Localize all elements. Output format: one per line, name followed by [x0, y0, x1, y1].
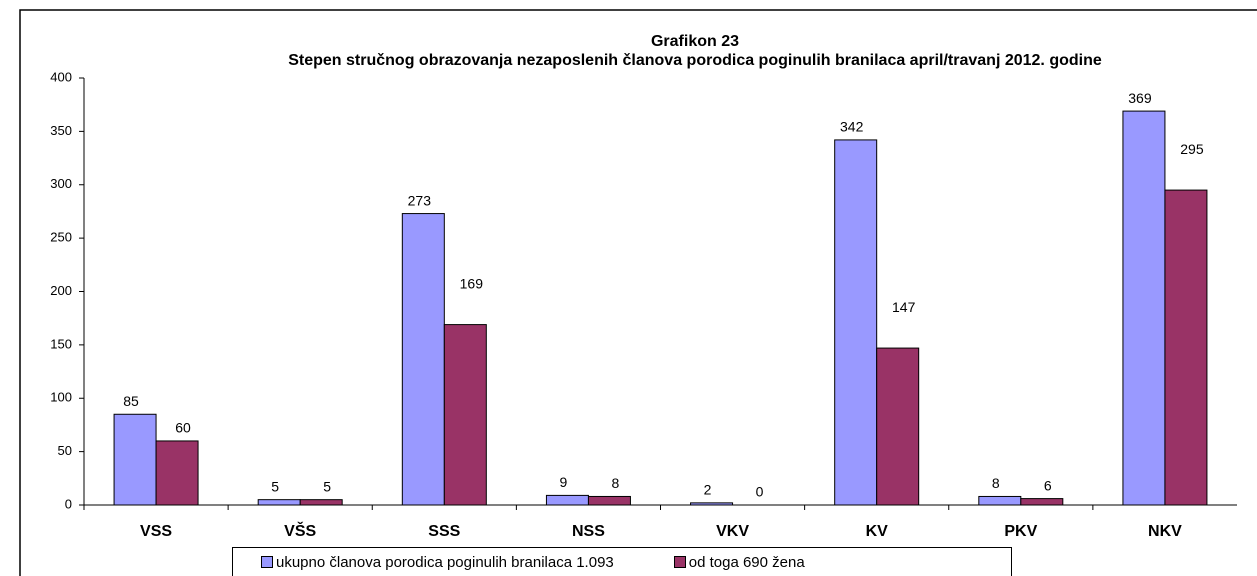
value-label: 0	[756, 484, 764, 500]
y-tick-label: 100	[50, 390, 72, 405]
bar	[257, 499, 301, 506]
y-tick-label: 400	[50, 69, 72, 84]
x-tick-label: VSS	[140, 523, 172, 540]
y-tick-label: 50	[58, 443, 72, 458]
bar	[978, 495, 1022, 506]
bar	[1164, 189, 1208, 506]
value-label: 9	[560, 474, 568, 490]
value-label: 295	[1180, 141, 1204, 157]
legend-label: ukupno članova porodica poginulih branil…	[276, 553, 614, 571]
bar	[155, 440, 199, 506]
chart-title: Grafikon 23	[650, 33, 740, 50]
bar	[690, 502, 734, 506]
bar	[443, 324, 487, 506]
chart-subtitle: Stepen stručnog obrazovanja nezaposlenih…	[288, 52, 1102, 69]
bar	[401, 213, 445, 506]
x-tick-label: VŠS	[284, 521, 316, 540]
value-label: 273	[408, 192, 432, 208]
value-label: 5	[323, 478, 331, 494]
value-label: 2	[704, 482, 712, 498]
y-tick-label: 200	[50, 283, 72, 298]
bar	[876, 347, 920, 506]
value-label: 6	[1044, 477, 1052, 493]
value-label: 147	[892, 299, 916, 315]
value-label: 369	[1128, 90, 1152, 106]
y-tick-label: 250	[50, 230, 72, 245]
legend-label: od toga 690 žena	[688, 553, 805, 571]
titles: Grafikon 23 Stepen stručnog obrazovanja …	[170, 32, 1220, 70]
y-tick-label: 0	[65, 496, 72, 511]
value-label: 169	[460, 275, 484, 291]
x-tick-label: NKV	[1148, 523, 1182, 540]
value-label: 8	[992, 475, 1000, 491]
value-label: 5	[271, 478, 279, 494]
value-label: 60	[175, 420, 191, 436]
x-tick-label: VKV	[716, 523, 749, 540]
legend-item: od toga 690 žena	[673, 552, 805, 572]
frame	[19, 9, 1257, 576]
x-tick-label: PKV	[1004, 523, 1037, 540]
bar	[545, 494, 589, 506]
legend: ukupno članova porodica poginulih branil…	[232, 547, 1012, 576]
bar	[113, 413, 157, 506]
legend-swatch	[673, 556, 686, 568]
value-label: 8	[612, 475, 620, 491]
y-tick-label: 150	[50, 336, 72, 351]
value-label: 342	[840, 119, 864, 135]
bar	[587, 495, 631, 506]
x-tick-label: NSS	[572, 523, 605, 540]
x-tick-label: KV	[866, 523, 889, 540]
bar	[834, 139, 878, 506]
x-tick-label: SSS	[428, 523, 460, 540]
bar	[299, 499, 343, 506]
bar	[1122, 110, 1166, 506]
y-tick-label: 300	[50, 176, 72, 191]
bar	[1020, 498, 1064, 506]
y-tick-label: 350	[50, 123, 72, 138]
value-label: 85	[123, 393, 139, 409]
legend-item: ukupno članova porodica poginulih branil…	[261, 552, 614, 572]
legend-swatch	[261, 556, 273, 568]
